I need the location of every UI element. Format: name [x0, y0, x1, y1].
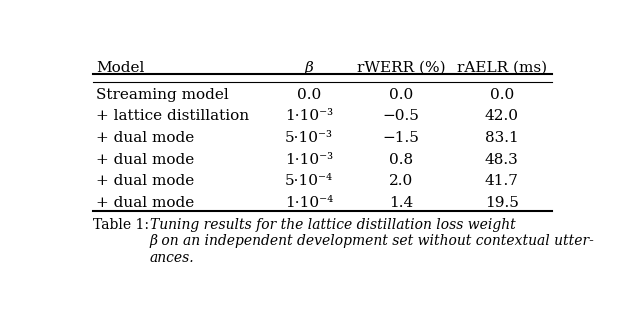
- Text: −0.5: −0.5: [382, 109, 420, 124]
- Text: rAELR (ms): rAELR (ms): [457, 60, 547, 75]
- Text: 0.0: 0.0: [297, 88, 321, 102]
- Text: 48.3: 48.3: [485, 153, 518, 167]
- Text: 1·10⁻⁴: 1·10⁻⁴: [285, 196, 333, 210]
- Text: −1.5: −1.5: [382, 131, 420, 145]
- Text: 5·10⁻³: 5·10⁻³: [285, 131, 333, 145]
- Text: 2.0: 2.0: [389, 174, 413, 188]
- Text: + lattice distillation: + lattice distillation: [96, 109, 249, 124]
- Text: 42.0: 42.0: [485, 109, 519, 124]
- Text: 0.0: 0.0: [389, 88, 413, 102]
- Text: + dual mode: + dual mode: [96, 153, 194, 167]
- Text: 41.7: 41.7: [485, 174, 518, 188]
- Text: β: β: [305, 60, 314, 75]
- Text: rWERR (%): rWERR (%): [357, 60, 445, 75]
- Text: Tuning results for the lattice distillation loss weight
β on an independent deve: Tuning results for the lattice distillat…: [149, 218, 595, 265]
- Text: 19.5: 19.5: [485, 196, 518, 210]
- Text: 0.0: 0.0: [490, 88, 514, 102]
- Text: + dual mode: + dual mode: [96, 196, 194, 210]
- Text: Table 1:: Table 1:: [93, 218, 149, 232]
- Text: 83.1: 83.1: [485, 131, 518, 145]
- Text: + dual mode: + dual mode: [96, 174, 194, 188]
- Text: Streaming model: Streaming model: [96, 88, 229, 102]
- Text: 5·10⁻⁴: 5·10⁻⁴: [285, 174, 333, 188]
- Text: 0.8: 0.8: [389, 153, 413, 167]
- Text: 1·10⁻³: 1·10⁻³: [285, 109, 333, 124]
- Text: + dual mode: + dual mode: [96, 131, 194, 145]
- Text: 1·10⁻³: 1·10⁻³: [285, 153, 333, 167]
- Text: 1.4: 1.4: [389, 196, 413, 210]
- Text: Model: Model: [96, 60, 144, 75]
